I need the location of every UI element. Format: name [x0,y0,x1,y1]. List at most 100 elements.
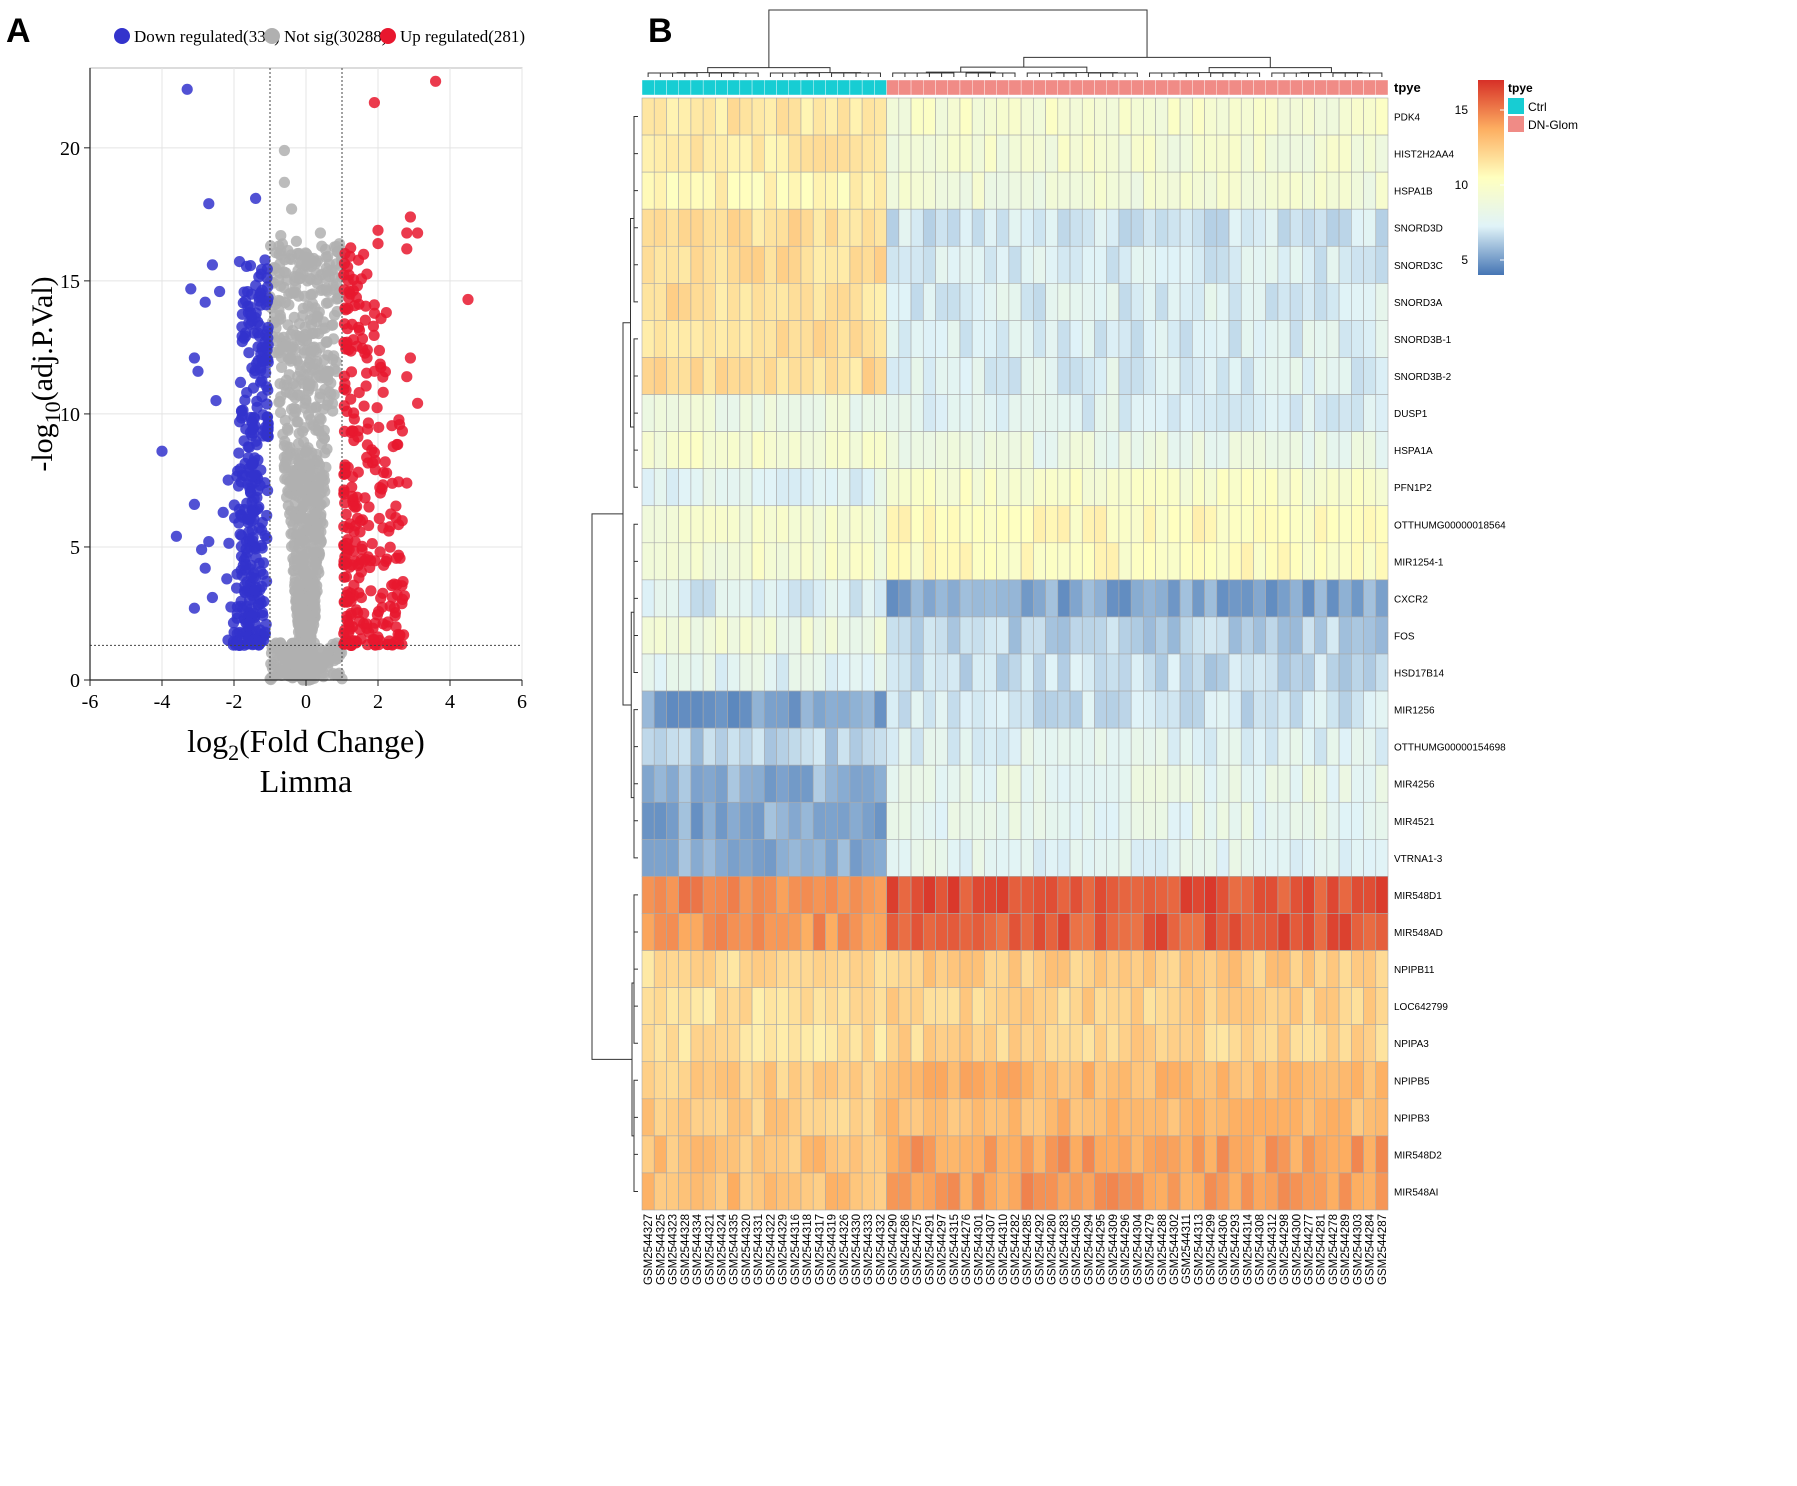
heatmap-cell [788,431,802,469]
heatmap-cell [1289,1024,1303,1063]
not-sig-point [305,402,317,414]
heatmap-cell [1179,690,1193,729]
heatmap-cell [653,394,667,432]
heatmap-cell [1155,208,1169,247]
heatmap-cell [653,764,667,803]
heatmap-cell [825,690,838,729]
heatmap-cell [922,505,936,544]
heatmap-cell [898,579,912,618]
down-regulated-point [206,259,218,271]
heatmap-cell [776,839,790,877]
heatmap-cell [1167,653,1181,692]
heatmap-cell [1008,987,1022,1025]
heatmap-cell [1192,320,1205,358]
not-sig-point [281,491,293,503]
heatmap-cell [1118,542,1132,581]
heatmap-cell [1216,690,1230,729]
heatmap-cell [1314,876,1328,914]
heatmap-cell [861,1135,875,1174]
down-regulated-point [199,562,211,574]
heatmap-cell [715,320,728,358]
down-regulated-point [244,260,257,272]
heatmap-cell [1228,283,1242,321]
not-sig-point [277,341,289,353]
up-regulated-point [462,293,474,306]
heatmap-cell [825,1172,838,1211]
heatmap-cell [959,690,973,729]
heatmap-cell [1167,505,1181,544]
annotation-cell [1289,79,1303,96]
heatmap-cell [653,97,667,136]
heatmap-cell [763,320,777,358]
heatmap-cell [1375,876,1389,914]
heatmap-cell [910,653,924,692]
annotation-cell [702,79,716,96]
heatmap-cell [1265,97,1279,136]
up-regulated-point [387,441,399,453]
heatmap-cell [1069,1135,1083,1174]
column-dendrogram-branch [935,72,955,77]
heatmap-cell [763,653,777,692]
heatmap-cell [984,876,997,914]
row-label: PFN1P2 [1394,483,1432,494]
heatmap-cell [861,1098,875,1137]
heatmap-cell [1045,801,1059,840]
not-sig-point [313,306,325,318]
heatmap-cell [1363,727,1377,766]
up-regulated-point [374,546,386,558]
column-dendrogram-branch [708,72,722,77]
heatmap-cell [1118,208,1132,247]
heatmap-cell [1289,876,1303,914]
heatmap-cell [653,245,667,284]
heatmap-cell [959,1098,973,1137]
heatmap-cell [1192,1135,1205,1174]
heatmap-cell [1106,431,1120,469]
heatmap-cell [1179,542,1193,581]
heatmap-cell [1204,1024,1218,1063]
heatmap-cell [1240,764,1254,803]
heatmap-cell [690,542,704,581]
heatmap-cell [1155,505,1169,544]
heatmap-cell [739,764,753,803]
heatmap-cell [996,320,1010,358]
row-label: NPIPB3 [1394,1113,1430,1124]
heatmap-cell [653,468,667,507]
heatmap-cell [1020,690,1034,729]
heatmap-cell [653,1098,667,1137]
heatmap-cell [800,913,814,951]
heatmap-cell [947,839,961,877]
heatmap-cell [702,505,716,544]
down-regulated-point [227,617,240,629]
heatmap-cell [1057,653,1071,692]
heatmap-cell [825,245,838,284]
heatmap-cell [1045,134,1059,173]
down-regulated-point [246,362,258,374]
heatmap-cell [1277,690,1291,729]
heatmap-cell [776,653,790,692]
heatmap-cell [641,505,655,544]
heatmap-cell [1375,801,1389,840]
heatmap-cell [653,1172,667,1211]
down-regulated-point [243,347,255,359]
heatmap-cell [788,987,802,1025]
heatmap-cell [874,320,887,358]
heatmap-cell [1216,579,1230,618]
heatmap-cell [1167,1061,1181,1100]
heatmap-cell [1179,320,1193,358]
heatmap-cell [1253,616,1267,655]
heatmap-cell [1265,1061,1279,1100]
heatmap-cell [1081,987,1095,1025]
heatmap-cell [715,283,728,321]
heatmap-cell [1179,394,1193,432]
heatmap-cell [666,1172,679,1211]
annotation-cell [1228,79,1242,96]
heatmap-cell [922,950,936,988]
heatmap-cell [1143,1135,1156,1174]
heatmap-cell [886,913,900,951]
heatmap-cell [1094,987,1108,1025]
not-sig-point [270,247,282,259]
heatmap-cell [861,950,875,988]
heatmap-cell [1277,468,1291,507]
column-label: GSM2544316 [790,1214,802,1285]
heatmap-cell [1069,505,1083,544]
